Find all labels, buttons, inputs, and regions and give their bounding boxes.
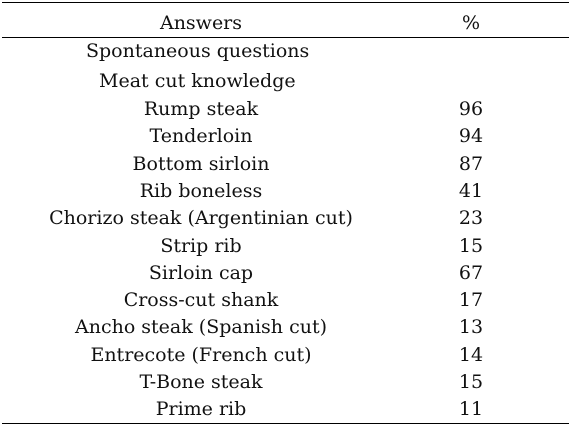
answer-cell: Rump steak [143,98,259,120]
table-row: Bottom sirloin 87 [0,151,571,178]
table-row: Rump steak 96 [0,96,571,123]
percent-cell: 23 [458,207,484,230]
bottom-rule [2,423,569,424]
percent-cell: 41 [458,179,484,202]
percent-cell: 15 [458,234,484,257]
top-rule [2,2,569,3]
table-row: T-Bone steak 15 [0,369,571,396]
answer-cell: Strip rib [160,234,242,257]
table-row: Entrecote (French cut) 14 [0,342,571,369]
header-answers: Answers [159,12,243,34]
answer-cell: Cross-cut shank [123,289,279,312]
answer-cell: Prime rib [155,398,247,421]
answer-cell: Tenderloin [149,125,253,148]
percent-cell: 94 [458,125,484,148]
group-label: Meat cut knowledge [99,70,296,92]
answer-cell: Sirloin cap [148,261,254,284]
section-label: Spontaneous questions [86,40,310,62]
header-percent: % [461,12,481,34]
table-row: Ancho steak (Spanish cut) 13 [0,314,571,341]
answer-cell: T-Bone steak [139,371,263,393]
group-row: Meat cut knowledge [0,68,571,95]
table-row: Tenderloin 94 [0,123,571,150]
answer-cell: Rib boneless [139,179,263,202]
percent-cell: 15 [458,371,484,393]
header-rule [2,37,569,38]
table-row: Sirloin cap 67 [0,260,571,287]
table-row: Cross-cut shank 17 [0,287,571,314]
answer-cell: Entrecote (French cut) [90,343,312,366]
section-row: Spontaneous questions [0,38,571,65]
percent-cell: 14 [458,343,484,366]
table-row: Strip rib 15 [0,233,571,260]
header-row: Answers % [0,10,571,37]
percent-cell: 17 [458,289,484,312]
table-row: Prime rib 11 [0,396,571,423]
answer-cell: Chorizo steak (Argentinian cut) [49,207,353,230]
percent-cell: 13 [458,316,484,339]
answer-cell: Bottom sirloin [132,152,270,175]
table-row: Chorizo steak (Argentinian cut) 23 [0,205,571,232]
table-row: Rib boneless 41 [0,178,571,205]
answer-cell: Ancho steak (Spanish cut) [74,316,327,339]
percent-cell: 87 [458,152,484,175]
percent-cell: 96 [458,98,484,120]
percent-cell: 67 [458,261,484,284]
percent-cell: 11 [458,398,484,421]
